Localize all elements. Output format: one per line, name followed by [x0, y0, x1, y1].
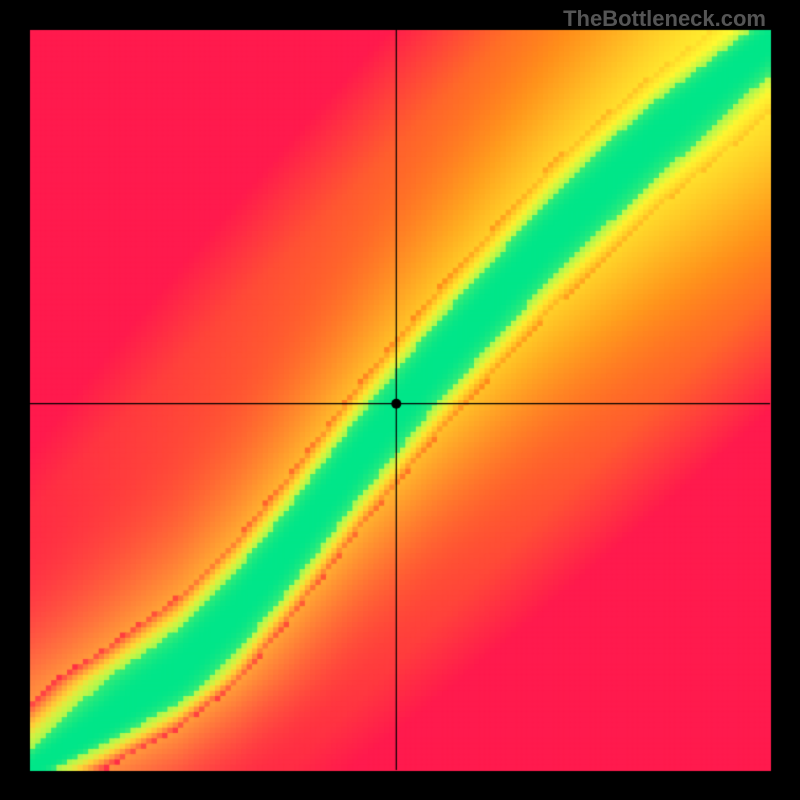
chart-container: TheBottleneck.com	[0, 0, 800, 800]
bottleneck-heatmap	[0, 0, 800, 800]
watermark-text: TheBottleneck.com	[563, 6, 766, 32]
